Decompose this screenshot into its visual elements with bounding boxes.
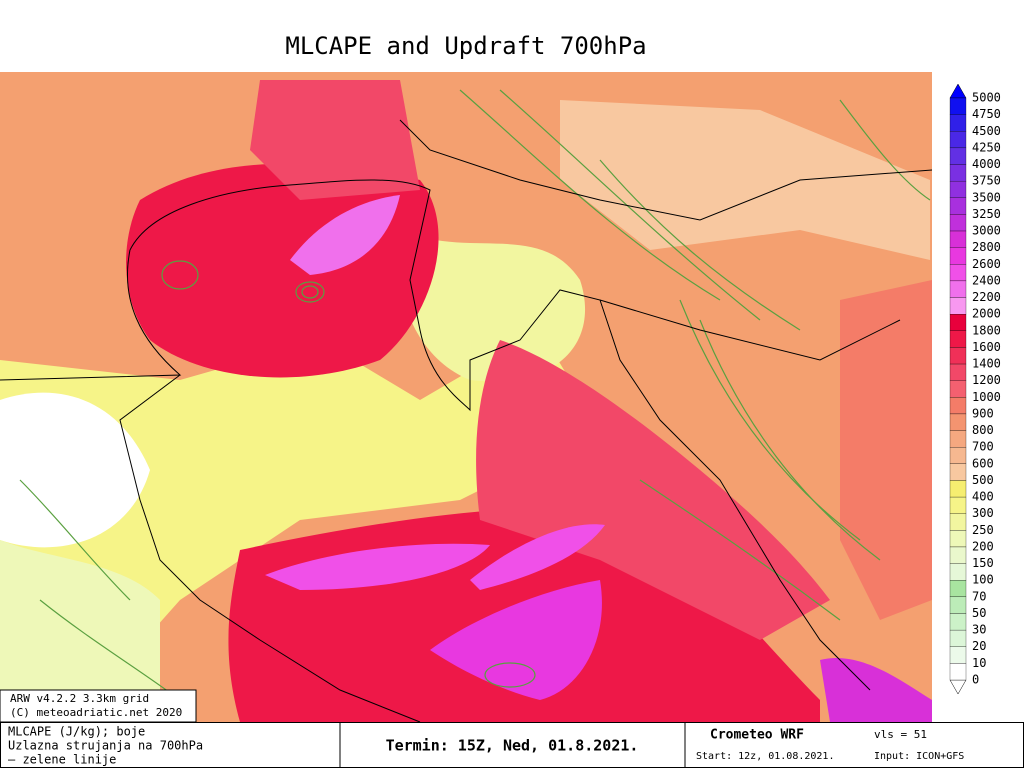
colorbar-swatch [949, 397, 967, 415]
colorbar-label: 3500 [972, 190, 1001, 204]
colorbar-label: 200 [972, 539, 994, 553]
colorbar-label: 10 [972, 656, 986, 670]
colorbar-label: 4250 [972, 140, 1001, 154]
colorbar-label: 50 [972, 606, 986, 620]
start: Start: 12z, 01.08.2021. [696, 751, 834, 762]
colorbar-label: 900 [972, 406, 994, 420]
colorbar-swatch [949, 546, 967, 564]
colorbar-bottom-arrow [949, 679, 967, 695]
colorbar-swatch [949, 280, 967, 298]
colorbar-label: 3250 [972, 207, 1001, 221]
colorbar-label: 100 [972, 573, 994, 587]
colorbar-label: 150 [972, 556, 994, 570]
colorbar-swatch [949, 164, 967, 182]
colorbar-swatch [949, 513, 967, 531]
colorbar-swatch [949, 314, 967, 331]
colorbar-top-arrow [949, 83, 967, 99]
colorbar-swatch [949, 330, 967, 348]
colorbar-label: 1600 [972, 340, 1001, 354]
colorbar-label: 4500 [972, 124, 1001, 138]
colorbar-swatch [949, 463, 967, 481]
colorbar-swatch [949, 214, 967, 232]
title: MLCAPE and Updraft 700hPa [285, 32, 646, 60]
legend-text: MLCAPE (J/kg); boje [8, 725, 145, 739]
colorbar-label: 20 [972, 639, 986, 653]
colorbar-label: 70 [972, 589, 986, 603]
info-box [0, 689, 197, 723]
colorbar-swatch [949, 230, 967, 248]
colorbar-swatch [949, 447, 967, 464]
colorbar-label: 1000 [972, 390, 1001, 404]
info-text: ARW v4.2.2 3.3km grid [10, 692, 149, 705]
colorbar-label: 2000 [972, 307, 1001, 321]
brand: Crometeo WRF [710, 728, 804, 743]
colorbar-swatch [949, 247, 967, 265]
colorbar-swatch [949, 563, 967, 581]
colorbar-label: 30 [972, 623, 986, 637]
colorbar-swatch [949, 580, 967, 598]
colorbar-label: 2600 [972, 257, 1001, 271]
colorbar-swatch [949, 264, 967, 282]
colorbar-swatch [949, 496, 967, 514]
legend-text: Uzlazna strujanja na 700hPa [8, 739, 203, 753]
input: Input: ICON+GFS [874, 751, 964, 762]
colorbar-label: 4750 [972, 107, 1001, 121]
colorbar-label: 2400 [972, 273, 1001, 287]
colorbar-swatch [949, 363, 967, 381]
colorbar-swatch [949, 347, 967, 365]
colorbar-swatch [949, 131, 967, 149]
colorbar-label: 3000 [972, 224, 1001, 238]
colorbar-swatch [949, 114, 967, 132]
colorbar-label: 2800 [972, 240, 1001, 254]
colorbar-swatch [949, 180, 967, 198]
colorbar-swatch [949, 380, 967, 398]
vls: vls = 51 [874, 728, 927, 741]
colorbar-swatch [949, 413, 967, 431]
colorbar-label: 800 [972, 423, 994, 437]
info-text: (C) meteoadriatic.net 2020 [10, 706, 182, 719]
colorbar-label: 1800 [972, 323, 1001, 337]
colorbar-swatch [949, 297, 967, 315]
colorbar-label: 250 [972, 523, 994, 537]
colorbar-label: 600 [972, 456, 994, 470]
legend-text: — zelene linije [8, 753, 116, 767]
colorbar-label: 1200 [972, 373, 1001, 387]
termin: Termin: 15Z, Ned, 01.8.2021. [386, 737, 639, 755]
colorbar-swatch [949, 430, 967, 448]
colorbar-label: 3750 [972, 174, 1001, 188]
colorbar-swatch [949, 480, 967, 498]
colorbar-swatch [949, 663, 967, 681]
colorbar-label: 5000 [972, 91, 1001, 105]
footer [0, 722, 1024, 768]
colorbar-label: 700 [972, 440, 994, 454]
colorbar-swatch [949, 147, 967, 165]
colorbar-swatch [949, 596, 967, 614]
colorbar-label: 0 [972, 673, 979, 687]
colorbar-label: 300 [972, 506, 994, 520]
colorbar-swatch [949, 646, 967, 664]
colorbar-swatch [949, 97, 967, 115]
colorbar-label: 4000 [972, 157, 1001, 171]
colorbar-label: 400 [972, 490, 994, 504]
colorbar-swatch [949, 613, 967, 631]
colorbar-swatch [949, 530, 967, 548]
colorbar-swatch [949, 197, 967, 215]
colorbar-swatch [949, 629, 967, 647]
map [0, 72, 933, 723]
colorbar-label: 500 [972, 473, 994, 487]
colorbar-label: 1400 [972, 357, 1001, 371]
colorbar-label: 2200 [972, 290, 1001, 304]
colorbar: 5000475045004250400037503500325030002800… [949, 83, 1001, 695]
